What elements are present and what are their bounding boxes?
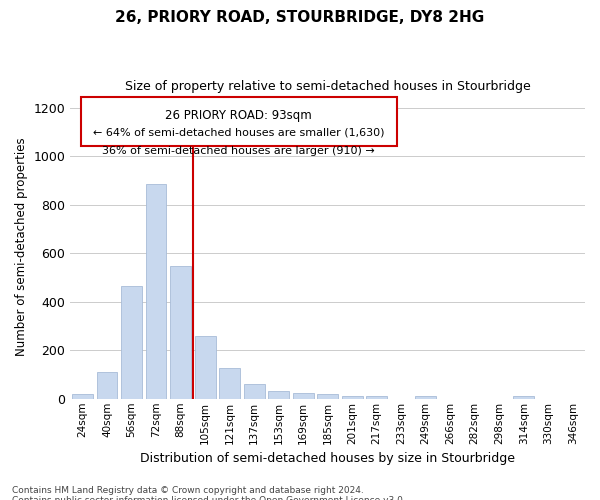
Text: Contains HM Land Registry data © Crown copyright and database right 2024.: Contains HM Land Registry data © Crown c…: [12, 486, 364, 495]
Text: 26 PRIORY ROAD: 93sqm: 26 PRIORY ROAD: 93sqm: [166, 109, 312, 122]
Bar: [146, 184, 166, 399]
FancyBboxPatch shape: [80, 97, 397, 146]
Bar: [194, 336, 215, 399]
Text: 36% of semi-detached houses are larger (910) →: 36% of semi-detached houses are larger (…: [103, 146, 375, 156]
Text: Contains public sector information licensed under the Open Government Licence v3: Contains public sector information licen…: [12, 496, 406, 500]
Bar: [97, 372, 118, 399]
X-axis label: Distribution of semi-detached houses by size in Stourbridge: Distribution of semi-detached houses by …: [140, 452, 515, 465]
Bar: [514, 396, 534, 399]
Text: ← 64% of semi-detached houses are smaller (1,630): ← 64% of semi-detached houses are smalle…: [93, 128, 385, 138]
Bar: [415, 396, 436, 399]
Bar: [121, 286, 142, 399]
Title: Size of property relative to semi-detached houses in Stourbridge: Size of property relative to semi-detach…: [125, 80, 530, 93]
Bar: [342, 396, 362, 399]
Bar: [244, 384, 265, 399]
Bar: [366, 396, 387, 399]
Bar: [170, 266, 191, 399]
Bar: [219, 368, 240, 399]
Bar: [268, 391, 289, 399]
Bar: [317, 394, 338, 399]
Y-axis label: Number of semi-detached properties: Number of semi-detached properties: [15, 138, 28, 356]
Bar: [72, 394, 93, 399]
Bar: [293, 394, 314, 399]
Text: 26, PRIORY ROAD, STOURBRIDGE, DY8 2HG: 26, PRIORY ROAD, STOURBRIDGE, DY8 2HG: [115, 10, 485, 25]
